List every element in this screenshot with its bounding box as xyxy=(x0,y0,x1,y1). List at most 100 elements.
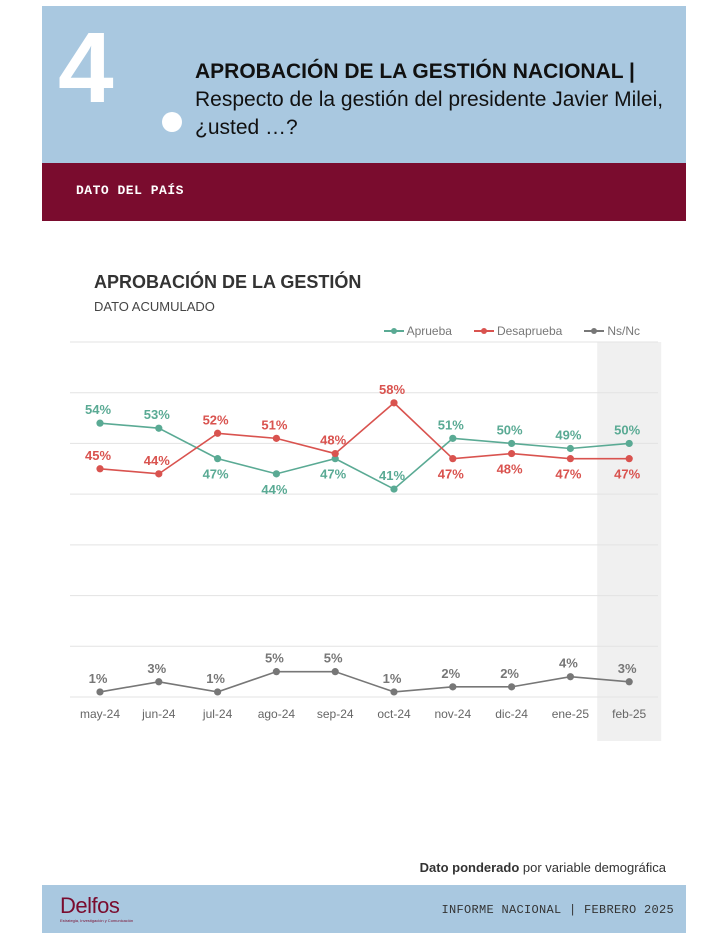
series-line-nsnc xyxy=(99,670,630,693)
x-tick-label: jul-24 xyxy=(202,707,233,721)
point-desaprueba xyxy=(214,429,222,437)
x-tick-label: nov-24 xyxy=(434,707,471,721)
data-label-desaprueba: 45% xyxy=(85,448,111,463)
section-title: APROBACIÓN DE LA GESTIÓN NACIONAL | Resp… xyxy=(195,58,665,142)
legend-swatch-desaprueba xyxy=(473,326,494,336)
legend-swatch-aprueba xyxy=(383,326,404,336)
data-label-nsnc: 5% xyxy=(265,651,284,666)
point-nsnc xyxy=(331,668,339,676)
country-band: DATO DEL PAÍS xyxy=(42,163,686,221)
x-tick-label: feb-25 xyxy=(612,707,646,721)
data-label-desaprueba: 58% xyxy=(379,382,405,397)
legend-label-nsnc: Ns/Nc xyxy=(607,324,640,338)
x-tick-label: dic-24 xyxy=(495,707,528,721)
data-label-desaprueba: 48% xyxy=(497,462,523,477)
point-desaprueba xyxy=(96,465,104,473)
data-label-aprueba: 50% xyxy=(614,422,640,437)
legend-item-nsnc: Ns/Nc xyxy=(584,324,640,338)
weighting-note-rest: por variable demográfica xyxy=(519,860,666,875)
point-desaprueba xyxy=(390,399,398,407)
legend-label-desaprueba: Desaprueba xyxy=(496,324,563,338)
weighting-note: Dato ponderado por variable demográfica xyxy=(420,860,666,875)
delfos-logo-tagline: Estrategia, Investigación y Comunicación xyxy=(60,918,134,923)
section-number: 4 xyxy=(58,12,114,124)
data-label-nsnc: 5% xyxy=(324,651,343,666)
point-nsnc xyxy=(155,678,163,686)
chart-subtitle: DATO ACUMULADO xyxy=(94,299,215,314)
highlight-column xyxy=(597,342,662,741)
data-label-desaprueba: 52% xyxy=(203,412,229,427)
delfos-logo: Delfos xyxy=(60,893,120,918)
data-label-nsnc: 3% xyxy=(147,661,166,676)
data-label-nsnc: 1% xyxy=(89,671,108,686)
point-aprueba xyxy=(625,439,633,448)
data-label-desaprueba: 47% xyxy=(614,467,640,482)
band-label: DATO DEL PAÍS xyxy=(76,183,184,198)
point-desaprueba xyxy=(566,455,575,463)
x-tick-label: oct-24 xyxy=(377,707,411,721)
point-nsnc xyxy=(390,688,398,696)
section-number-dot xyxy=(162,112,182,132)
section-header: 4 APROBACIÓN DE LA GESTIÓN NACIONAL | Re… xyxy=(42,6,686,163)
data-label-aprueba: 51% xyxy=(438,417,464,432)
legend-item-desaprueba: Desaprueba xyxy=(473,324,563,338)
point-desaprueba xyxy=(272,434,280,442)
data-label-aprueba: 49% xyxy=(555,428,581,443)
point-aprueba xyxy=(214,455,222,463)
x-tick-label: ago-24 xyxy=(258,707,296,721)
point-aprueba xyxy=(272,470,280,478)
data-label-nsnc: 3% xyxy=(618,661,637,676)
data-label-aprueba: 47% xyxy=(203,467,229,482)
point-desaprueba xyxy=(625,455,633,463)
point-nsnc xyxy=(96,688,104,696)
data-label-aprueba: 50% xyxy=(497,422,523,437)
point-nsnc xyxy=(625,678,633,686)
chart-title: APROBACIÓN DE LA GESTIÓN xyxy=(94,272,362,292)
x-tick-label: sep-24 xyxy=(317,707,354,721)
data-label-nsnc: 1% xyxy=(206,671,225,686)
data-label-aprueba: 41% xyxy=(379,468,405,483)
data-label-aprueba: 44% xyxy=(261,482,287,497)
data-label-desaprueba: 48% xyxy=(320,433,346,448)
data-label-desaprueba: 51% xyxy=(261,417,287,432)
point-desaprueba xyxy=(155,470,163,478)
point-desaprueba xyxy=(449,455,457,463)
point-aprueba xyxy=(96,419,104,427)
x-tick-label: may-24 xyxy=(80,707,120,721)
data-label-desaprueba: 44% xyxy=(144,453,170,468)
legend-swatch-nsnc xyxy=(584,326,605,336)
chart-legend: Aprueba Desaprueba Ns/Nc xyxy=(383,324,640,338)
x-tick-label: jun-24 xyxy=(141,707,176,721)
data-label-aprueba: 54% xyxy=(85,402,111,417)
report-label: INFORME NACIONAL | FEBRERO 2025 xyxy=(441,903,674,917)
point-desaprueba xyxy=(508,449,516,458)
section-title-question: Respecto de la gestión del presidente Ja… xyxy=(195,88,664,139)
data-label-aprueba: 47% xyxy=(320,467,346,482)
point-aprueba xyxy=(508,439,516,448)
data-label-aprueba: 53% xyxy=(144,407,170,422)
point-nsnc xyxy=(214,688,222,696)
data-label-nsnc: 2% xyxy=(441,666,460,681)
point-aprueba xyxy=(449,434,457,442)
point-nsnc xyxy=(449,683,457,691)
point-nsnc xyxy=(566,673,575,681)
data-label-nsnc: 1% xyxy=(383,671,402,686)
legend-label-aprueba: Aprueba xyxy=(406,324,452,338)
series-line-aprueba xyxy=(99,422,630,491)
point-nsnc xyxy=(508,683,516,691)
data-label-nsnc: 2% xyxy=(500,666,519,681)
x-tick-label: ene-25 xyxy=(552,707,590,721)
section-title-bold: APROBACIÓN DE LA GESTIÓN NACIONAL | xyxy=(195,60,635,83)
point-nsnc xyxy=(272,668,280,676)
data-label-desaprueba: 47% xyxy=(555,467,581,482)
point-aprueba xyxy=(155,424,163,432)
weighting-note-bold: Dato ponderado xyxy=(419,860,520,875)
legend-item-aprueba: Aprueba xyxy=(383,324,452,338)
footer-bar: Delfos Estrategia, Investigación y Comun… xyxy=(42,885,686,933)
point-desaprueba xyxy=(331,449,339,458)
series-line-desaprueba xyxy=(99,401,630,475)
data-label-desaprueba: 47% xyxy=(438,467,464,482)
point-aprueba xyxy=(390,485,398,493)
